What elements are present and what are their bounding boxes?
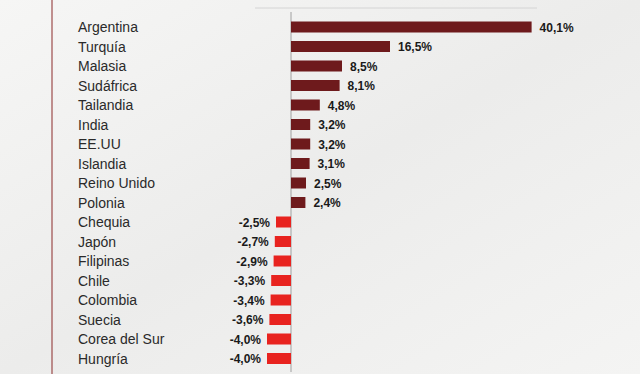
bar [291, 80, 340, 91]
data-label: 3,2% [318, 138, 346, 152]
data-label: -2,7% [237, 235, 269, 249]
data-label: 2,5% [314, 177, 342, 191]
category-label: EE.UU [78, 136, 121, 152]
bar [291, 61, 342, 72]
bar [291, 100, 320, 111]
category-label: Reino Unido [78, 175, 155, 191]
category-label: Argentina [78, 19, 138, 35]
chart: Argentina 40,1% Turquía 16,5% Malasia 8,5% Sud… [0, 0, 640, 374]
category-label: Suecia [78, 312, 121, 328]
bar [291, 22, 532, 33]
category-label: Tailandia [78, 97, 133, 113]
data-label: 16,5% [398, 40, 432, 54]
category-label: Corea del Sur [78, 331, 165, 347]
bar [291, 158, 310, 169]
category-label: Japón [78, 234, 116, 250]
data-label: -4,0% [230, 352, 262, 366]
bar [269, 314, 291, 325]
bar [274, 256, 291, 267]
category-label: Polonia [78, 195, 125, 211]
data-label: -2,9% [236, 255, 268, 269]
bar [291, 197, 305, 208]
labels: Argentina 40,1% Turquía 16,5% Malasia 8,5% Sud… [78, 19, 574, 367]
category-label: Turquía [78, 39, 126, 55]
category-label: Chequia [78, 214, 130, 230]
data-label: 2,4% [313, 196, 341, 210]
bar [291, 139, 310, 150]
data-label: 3,1% [318, 157, 346, 171]
category-label: Chile [78, 273, 110, 289]
data-label: 8,1% [348, 79, 376, 93]
axis-line [255, 8, 537, 9]
bar [271, 275, 291, 286]
data-label: -2,5% [239, 216, 271, 230]
data-label: -4,0% [230, 333, 262, 347]
category-label: Sudáfrica [78, 78, 137, 94]
data-label: 8,5% [350, 60, 378, 74]
category-label: Colombia [78, 292, 137, 308]
data-label: 3,2% [318, 118, 346, 132]
bar [291, 119, 310, 130]
category-label: Islandia [78, 156, 126, 172]
bars [267, 22, 532, 365]
background [0, 0, 640, 374]
bar [276, 217, 291, 228]
bar [271, 295, 291, 306]
category-label: Malasia [78, 58, 126, 74]
category-label: Filipinas [78, 253, 129, 269]
bar [267, 353, 291, 364]
category-label: Hungría [78, 351, 128, 367]
data-label: -3,3% [234, 274, 266, 288]
data-label: 4,8% [328, 99, 356, 113]
data-label: -3,6% [232, 313, 264, 327]
category-label: India [78, 117, 109, 133]
data-label: -3,4% [233, 294, 265, 308]
bar [291, 41, 390, 52]
data-label: 40,1% [540, 21, 574, 35]
frame-line [52, 0, 53, 374]
bar [275, 236, 291, 247]
bar [267, 334, 291, 345]
bar [291, 178, 306, 189]
